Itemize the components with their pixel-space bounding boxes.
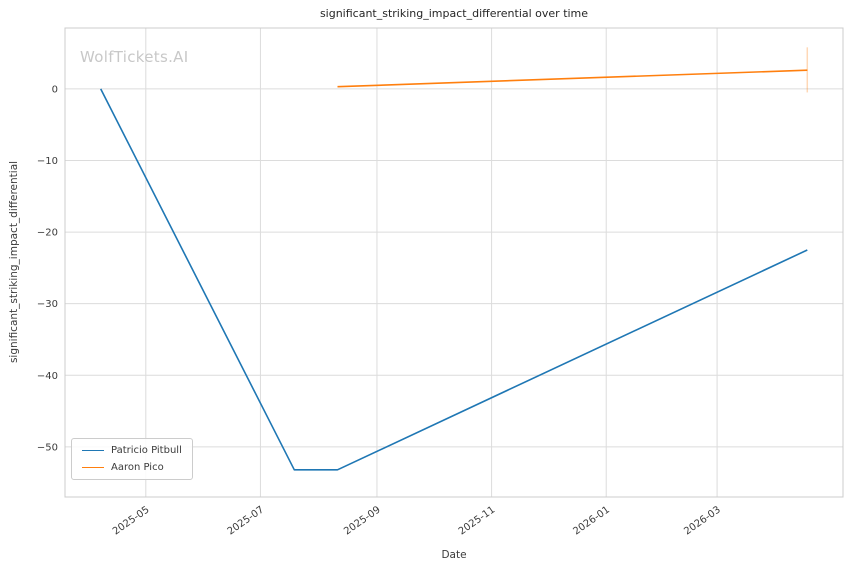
series-line-patricio-pitbull	[99, 88, 808, 471]
y-tick-label: 0	[52, 84, 58, 95]
x-tick-label: 2026-01	[571, 504, 612, 537]
legend-label: Aaron Pico	[111, 462, 164, 473]
x-tick-label: 2025-11	[457, 504, 498, 537]
plot-border	[64, 27, 844, 498]
x-tick-label: 2025-09	[342, 504, 383, 537]
chart-title: significant_striking_impact_differential…	[319, 7, 589, 20]
y-tick-label: −40	[37, 371, 58, 382]
legend-line-sample	[82, 450, 104, 451]
y-tick-label: −20	[37, 228, 58, 239]
x-tick-label: 2025-07	[226, 504, 267, 537]
series-line-aaron-pico	[337, 69, 808, 88]
x-axis-label: Date	[441, 549, 467, 561]
y-axis-label: significant_striking_impact_differential	[8, 160, 20, 364]
legend-item-aaron-pico: Aaron Pico	[82, 462, 182, 473]
legend-label: Patricio Pitbull	[111, 445, 182, 456]
y-tick-label: −10	[37, 156, 58, 167]
legend: Patricio Pitbull Aaron Pico	[71, 438, 193, 480]
legend-line-sample	[82, 467, 104, 468]
y-tick-label: −30	[37, 299, 58, 310]
y-tick-label: −50	[37, 442, 58, 453]
watermark: WolfTickets.AI	[80, 48, 189, 66]
plot-area	[65, 28, 843, 497]
x-tick-label: 2026-03	[682, 504, 723, 537]
legend-item-patricio-pitbull: Patricio Pitbull	[82, 445, 182, 456]
x-tick-label: 2025-05	[111, 504, 152, 537]
